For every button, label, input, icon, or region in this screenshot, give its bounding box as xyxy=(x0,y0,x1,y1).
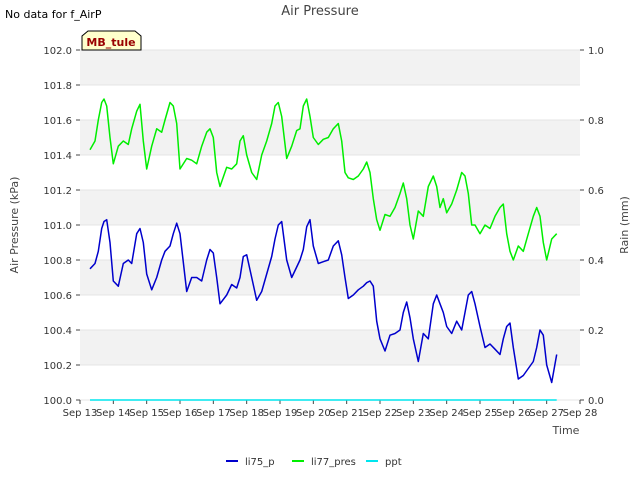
x-tick-label: Sep 27 xyxy=(529,408,564,419)
chart-title: Air Pressure xyxy=(281,4,359,19)
y-axis-label: Air Pressure (kPa) xyxy=(8,177,21,274)
x-tick-label: Sep 23 xyxy=(396,408,431,419)
x-tick-label: Sep 19 xyxy=(263,408,298,419)
y-tick-label: 100.6 xyxy=(43,291,72,302)
station-label: MB_tule xyxy=(86,36,135,49)
series-lines xyxy=(89,98,558,401)
grid-band xyxy=(80,260,580,295)
x-tick-label: Sep 20 xyxy=(296,408,331,419)
y2-tick-label: 0.8 xyxy=(588,116,604,127)
y-tick-label: 100.8 xyxy=(43,256,72,267)
x-tick-label: Sep 15 xyxy=(129,408,164,419)
y-tick-label: 102.0 xyxy=(43,46,72,57)
x-tick-label: Sep 22 xyxy=(363,408,398,419)
grid-band xyxy=(80,120,580,155)
station-label-box: MB_tule xyxy=(81,30,142,51)
y-tick-label: 100.2 xyxy=(43,361,72,372)
grid-bands xyxy=(80,49,580,401)
y2-tick-label: 0.0 xyxy=(588,396,604,407)
legend-label-ppt: ppt xyxy=(385,457,402,468)
y2-tick-label: 0.6 xyxy=(588,186,604,197)
x-tick-label: Sep 24 xyxy=(429,408,464,419)
y-tick-label: 101.8 xyxy=(43,81,72,92)
x-tick-label: Sep 17 xyxy=(196,408,231,419)
y-axis-right: 0.0 0.2 0.4 0.6 0.8 1.0 xyxy=(580,46,604,407)
x-axis-label: Time xyxy=(552,424,580,437)
grid-band xyxy=(80,50,580,85)
y2-tick-label: 0.2 xyxy=(588,326,604,337)
legend-label-li75_p: li75_p xyxy=(245,457,275,468)
series-line-li77_pres xyxy=(89,98,558,261)
x-tick-label: Sep 13 xyxy=(63,408,98,419)
y-tick-label: 100.4 xyxy=(43,326,72,337)
x-tick-label: Sep 18 xyxy=(229,408,264,419)
x-tick-label: Sep 14 xyxy=(96,408,131,419)
y-tick-label: 100.0 xyxy=(43,396,72,407)
x-tick-label: Sep 25 xyxy=(463,408,498,419)
y-tick-label: 101.4 xyxy=(43,151,72,162)
grid-band xyxy=(80,330,580,365)
x-tick-label: Sep 21 xyxy=(329,408,364,419)
no-data-note: No data for f_AirP xyxy=(5,8,102,21)
grid-band xyxy=(80,190,580,225)
x-tick-label: Sep 16 xyxy=(163,408,198,419)
y2-tick-label: 0.4 xyxy=(588,256,604,267)
legend: li75_p li77_pres ppt xyxy=(226,457,402,468)
legend-label-li77_pres: li77_pres xyxy=(311,457,356,468)
y-tick-label: 101.6 xyxy=(43,116,72,127)
y-tick-label: 101.0 xyxy=(43,221,72,232)
y2-tick-label: 1.0 xyxy=(588,46,604,57)
y2-axis-label: Rain (mm) xyxy=(618,196,631,254)
y-axis-left: 100.0 100.2 100.4 100.6 100.8 101.0 101.2 101.4… xyxy=(43,46,80,407)
x-tick-label: Sep 28 xyxy=(563,408,598,419)
series-line-li75_p xyxy=(89,218,558,384)
x-tick-label: Sep 26 xyxy=(496,408,531,419)
y-tick-label: 101.2 xyxy=(43,186,72,197)
